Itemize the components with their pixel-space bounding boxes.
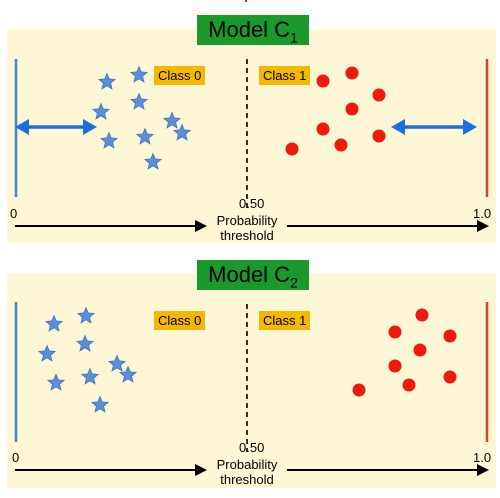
axis-arrow-left	[15, 464, 207, 476]
circle-icon	[413, 343, 427, 357]
model-c1-diagram	[14, 59, 489, 232]
left-margin-arrow	[15, 119, 97, 135]
class-1-dots	[352, 308, 457, 397]
threshold-value: 0.50	[239, 440, 265, 455]
star-icon	[135, 127, 155, 145]
model-c1-panel: Model C1 Class 0 Class 1 0.50 Probabilit…	[7, 15, 496, 243]
class-0-badge: Class 0	[154, 66, 206, 85]
class-1-badge: Class 1	[259, 311, 311, 330]
star-icon	[162, 111, 182, 129]
circle-icon	[316, 122, 330, 136]
circle-icon	[443, 329, 457, 343]
model-c2-panel: Model C2 Class 0 Class 1 0.50 Probabilit…	[7, 260, 496, 488]
model-c2-title: Model C2	[197, 260, 309, 290]
circle-icon	[372, 129, 386, 143]
star-icon	[107, 354, 127, 372]
circle-icon	[345, 66, 359, 80]
star-icon	[75, 334, 95, 352]
axis-arrow-right	[287, 220, 489, 232]
star-icon	[80, 367, 100, 385]
circle-icon	[345, 102, 359, 116]
class-0-stars	[91, 65, 192, 170]
threshold-label: Probability threshold	[216, 213, 278, 243]
circle-icon	[388, 325, 402, 339]
star-icon	[90, 395, 110, 413]
class-1-dots	[285, 66, 386, 156]
threshold-value: 0.50	[239, 196, 265, 211]
star-icon	[37, 344, 57, 362]
circle-icon	[388, 359, 402, 373]
star-icon	[97, 72, 117, 90]
axis-arrow-left	[15, 220, 207, 232]
star-icon	[91, 102, 111, 120]
star-icon	[76, 306, 96, 324]
axis-max-label: 1.0	[473, 206, 492, 221]
circle-icon	[285, 142, 299, 156]
model-c1-title: Model C1	[197, 15, 309, 45]
axis-min-label: 0	[10, 206, 18, 221]
star-icon	[44, 314, 64, 332]
axis-max-label: 1.0	[473, 450, 492, 465]
circle-icon	[402, 378, 416, 392]
star-icon	[143, 152, 163, 170]
circle-icon	[415, 308, 429, 322]
class-1-badge: Class 1	[259, 66, 311, 85]
circle-icon	[443, 370, 457, 384]
model-c2-diagram	[14, 302, 489, 476]
star-icon	[118, 365, 138, 383]
star-icon	[172, 123, 192, 141]
circle-icon	[352, 383, 366, 397]
class-0-stars	[37, 306, 138, 413]
star-icon	[129, 92, 149, 110]
circle-icon	[372, 88, 386, 102]
star-icon	[99, 131, 119, 149]
threshold-label: Probability threshold	[216, 457, 278, 487]
right-margin-arrow	[391, 119, 477, 135]
stray-dot	[245, 0, 247, 2]
axis-arrow-right	[287, 464, 489, 476]
class-0-badge: Class 0	[154, 311, 206, 330]
axis-min-label: 0	[12, 450, 20, 465]
circle-icon	[334, 138, 348, 152]
circle-icon	[316, 74, 330, 88]
star-icon	[129, 65, 149, 83]
star-icon	[46, 373, 66, 391]
